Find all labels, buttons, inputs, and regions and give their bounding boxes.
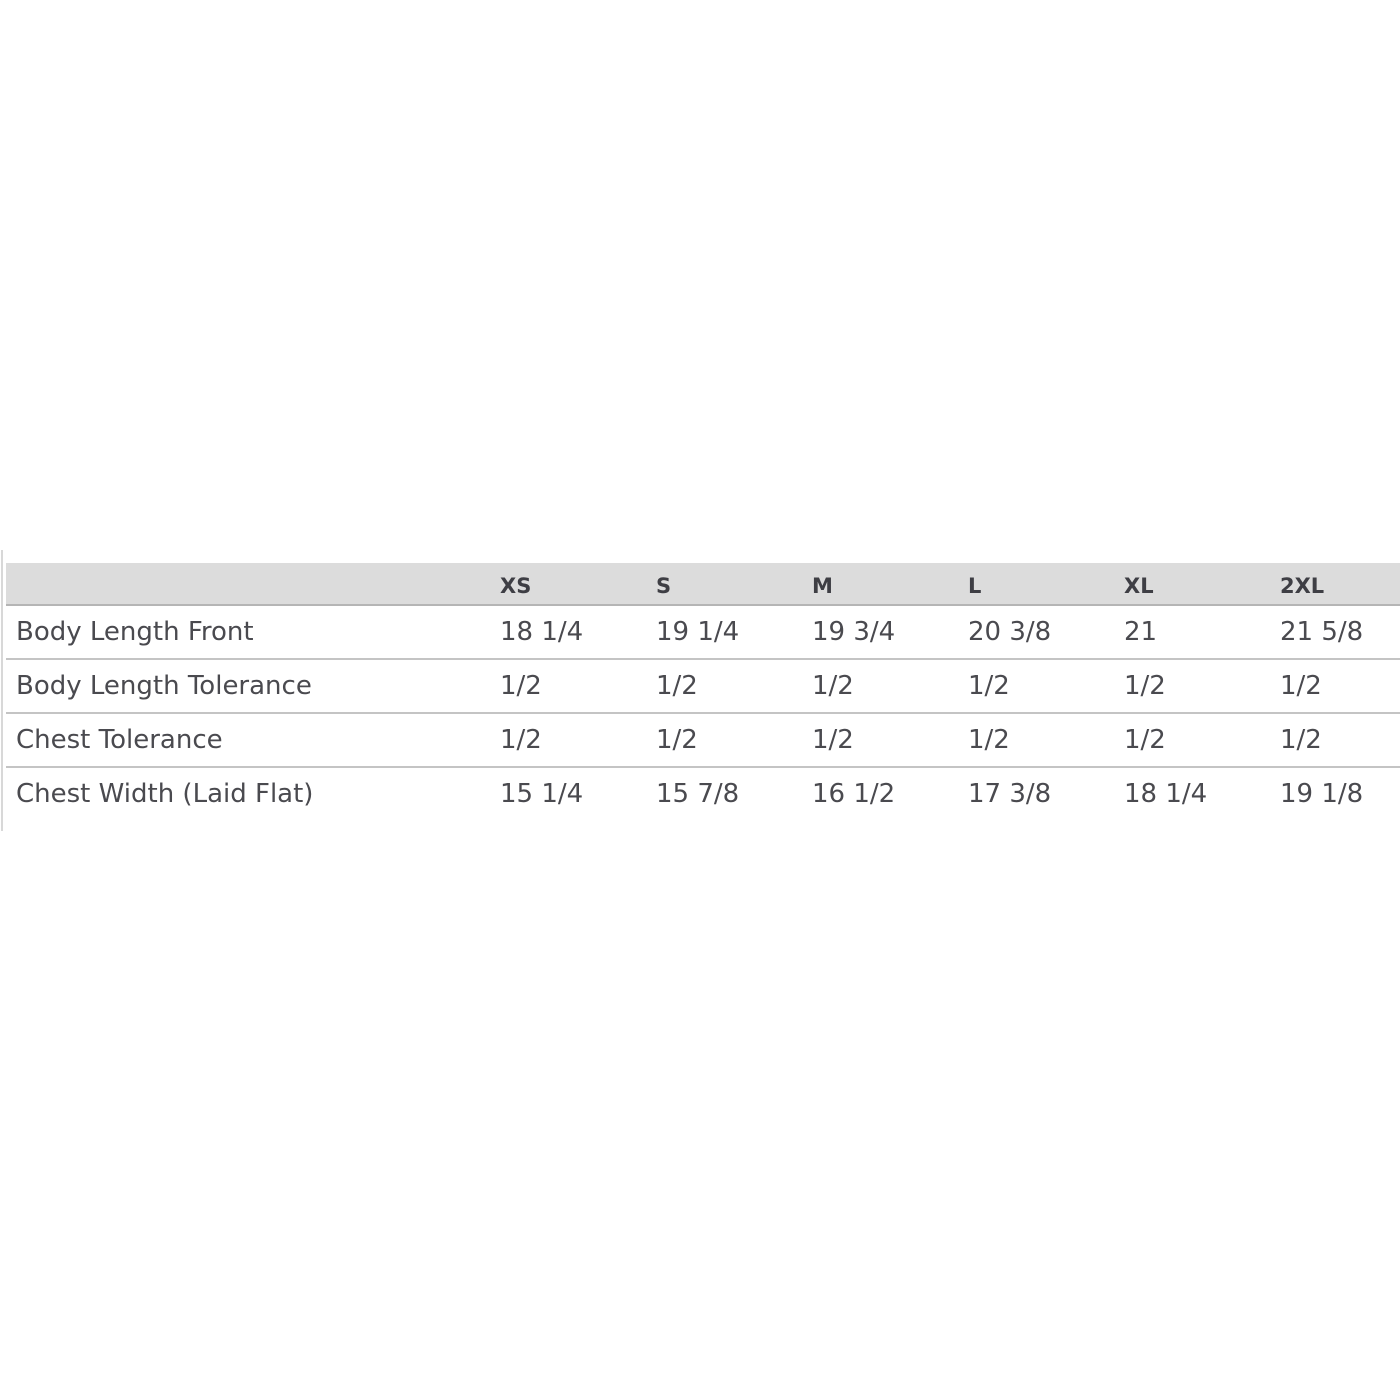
measurement-cell: 19 3/4	[812, 605, 968, 660]
left-border	[1, 550, 3, 831]
row-label: Body Length Front	[6, 605, 500, 660]
measurement-cell: 1/2	[500, 713, 656, 768]
measurement-cell: 1/2	[968, 713, 1124, 768]
measurement-cell: 1/2	[1280, 659, 1400, 714]
row-label: Body Length Tolerance	[6, 659, 500, 714]
measurement-cell: 1/2	[656, 713, 812, 768]
measurement-cell: 1/2	[656, 659, 812, 714]
measurement-cell: 16 1/2	[812, 779, 896, 809]
table-row: Chest Width (Laid Flat) 15 1/4 15 7/8 16 1/…	[6, 767, 1400, 820]
header-size: XL	[1124, 563, 1280, 606]
measurement-cell: 20 3/8	[968, 605, 1124, 660]
header-size: 2XL	[1280, 563, 1400, 606]
header-size: M	[812, 563, 968, 606]
size-chart-table: XS S M L XL 2XL Body Length Front 18 1/4 1…	[6, 563, 1400, 820]
header-row: XS S M L XL 2XL	[6, 563, 1400, 606]
measurement-cell: 15 7/8	[656, 779, 740, 809]
measurement-cell: 1/2	[500, 659, 656, 714]
measurement-cell: 1/2	[968, 659, 1124, 714]
row-label: Chest Tolerance	[6, 713, 500, 768]
measurement-cell: 19 1/8	[1280, 779, 1364, 809]
measurement-cell: 1/2	[1124, 659, 1280, 714]
measurement-cell: 1/2	[812, 713, 968, 768]
measurement-cell: 18 1/4	[1124, 779, 1208, 809]
measurement-cell: 21	[1124, 605, 1280, 660]
header-size: XS	[500, 563, 656, 606]
measurement-cell: 17 3/8	[968, 779, 1052, 809]
table-row: Chest Tolerance 1/2 1/2 1/2 1/2 1/2 1/2	[6, 713, 1400, 768]
measurement-cell: 1/2	[812, 659, 968, 714]
header-size: L	[968, 563, 1124, 606]
measurement-cell: 15 1/4	[500, 779, 584, 809]
measurement-cell: 19 1/4	[656, 605, 812, 660]
header-size: S	[656, 563, 812, 606]
measurement-cell: 1/2	[1124, 713, 1280, 768]
row-label: Chest Width (Laid Flat)	[16, 779, 314, 809]
header-blank	[6, 563, 500, 606]
measurement-cell: 21 5/8	[1280, 605, 1400, 660]
table-row: Body Length Front 18 1/4 19 1/4 19 3/4 20 3/…	[6, 605, 1400, 660]
measurement-cell: 18 1/4	[500, 605, 656, 660]
measurement-cell: 1/2	[1280, 713, 1400, 768]
table-row: Body Length Tolerance 1/2 1/2 1/2 1/2 1/2 1/2	[6, 659, 1400, 714]
